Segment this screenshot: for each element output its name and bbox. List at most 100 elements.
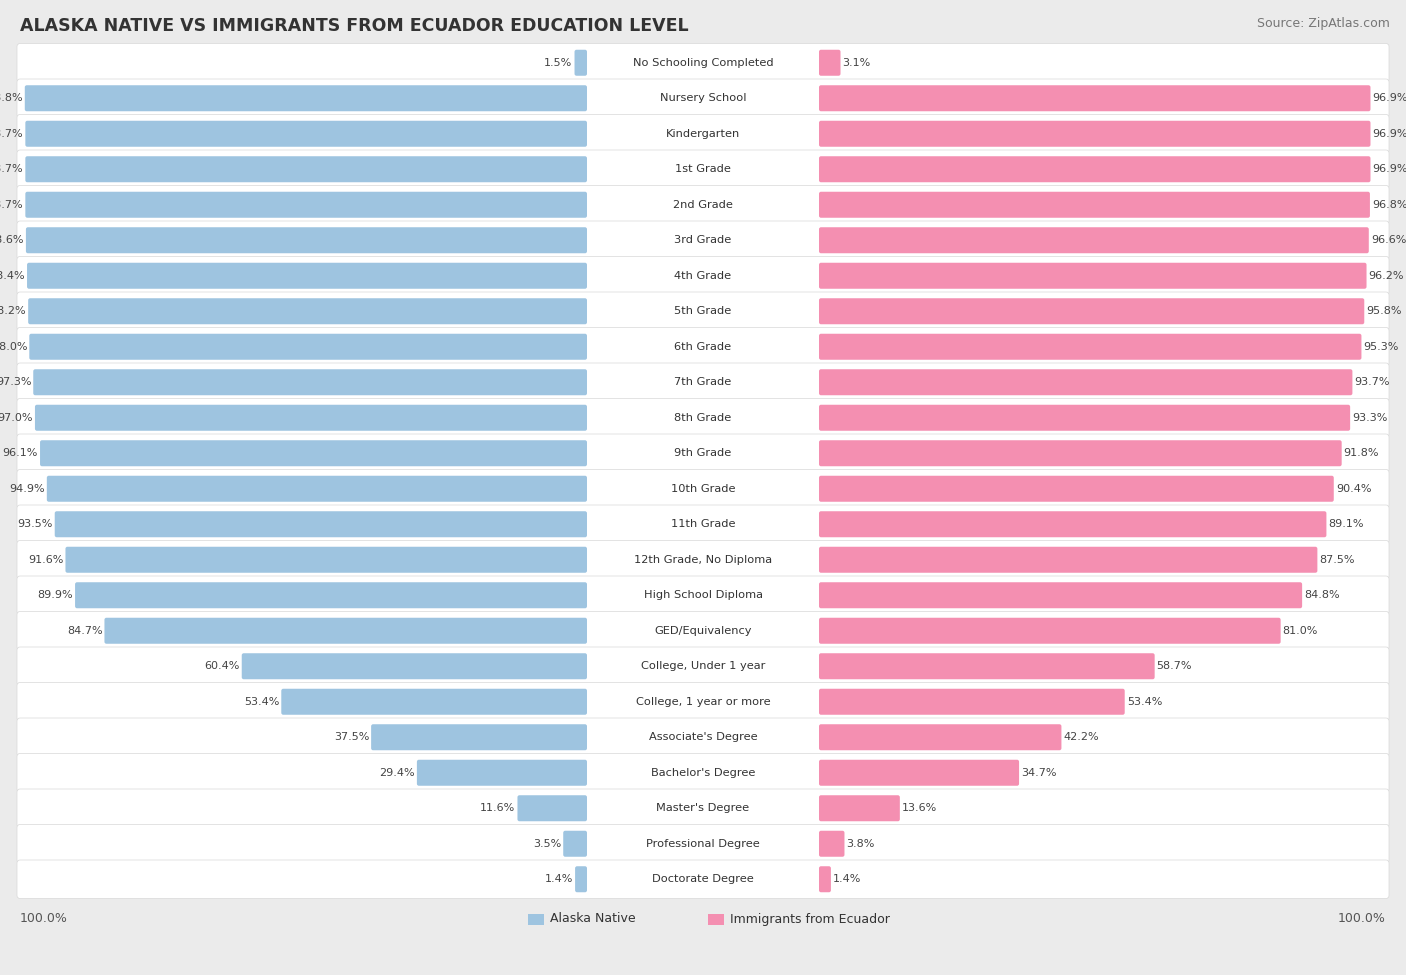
Text: 98.6%: 98.6% xyxy=(0,235,24,246)
Text: 1.5%: 1.5% xyxy=(544,58,572,67)
Text: Bachelor's Degree: Bachelor's Degree xyxy=(651,767,755,778)
Text: 29.4%: 29.4% xyxy=(380,767,415,778)
Text: 98.7%: 98.7% xyxy=(0,129,24,138)
FancyBboxPatch shape xyxy=(46,476,586,502)
Text: 42.2%: 42.2% xyxy=(1063,732,1099,742)
Bar xyxy=(529,914,544,924)
Text: 96.2%: 96.2% xyxy=(1368,271,1405,281)
FancyBboxPatch shape xyxy=(575,50,586,76)
FancyBboxPatch shape xyxy=(25,227,586,254)
Text: 98.7%: 98.7% xyxy=(0,200,24,210)
FancyBboxPatch shape xyxy=(820,653,1154,680)
Text: College, Under 1 year: College, Under 1 year xyxy=(641,661,765,671)
FancyBboxPatch shape xyxy=(820,831,845,857)
Text: 96.9%: 96.9% xyxy=(1372,129,1406,138)
Text: 98.2%: 98.2% xyxy=(0,306,27,316)
Text: 1.4%: 1.4% xyxy=(544,875,574,884)
Text: 91.6%: 91.6% xyxy=(28,555,63,565)
Text: 97.3%: 97.3% xyxy=(0,377,31,387)
FancyBboxPatch shape xyxy=(25,121,586,147)
FancyBboxPatch shape xyxy=(17,825,1389,863)
FancyBboxPatch shape xyxy=(17,470,1389,508)
FancyBboxPatch shape xyxy=(820,50,841,76)
FancyBboxPatch shape xyxy=(820,476,1334,502)
Text: 94.9%: 94.9% xyxy=(10,484,45,493)
Text: 96.8%: 96.8% xyxy=(1372,200,1406,210)
Text: 96.1%: 96.1% xyxy=(3,448,38,458)
Text: 3.1%: 3.1% xyxy=(842,58,870,67)
FancyBboxPatch shape xyxy=(281,688,586,715)
Text: Master's Degree: Master's Degree xyxy=(657,803,749,813)
Text: 3rd Grade: 3rd Grade xyxy=(675,235,731,246)
FancyBboxPatch shape xyxy=(17,789,1389,828)
FancyBboxPatch shape xyxy=(17,44,1389,82)
Text: 100.0%: 100.0% xyxy=(20,913,67,925)
FancyBboxPatch shape xyxy=(820,298,1364,325)
FancyBboxPatch shape xyxy=(17,434,1389,473)
FancyBboxPatch shape xyxy=(820,370,1353,395)
FancyBboxPatch shape xyxy=(820,441,1341,466)
FancyBboxPatch shape xyxy=(17,576,1389,614)
Text: 97.0%: 97.0% xyxy=(0,412,32,423)
Text: 37.5%: 37.5% xyxy=(333,732,370,742)
FancyBboxPatch shape xyxy=(34,370,586,395)
FancyBboxPatch shape xyxy=(418,760,586,786)
Text: GED/Equivalency: GED/Equivalency xyxy=(654,626,752,636)
Text: 84.7%: 84.7% xyxy=(67,626,103,636)
Text: 4th Grade: 4th Grade xyxy=(675,271,731,281)
FancyBboxPatch shape xyxy=(17,399,1389,437)
FancyBboxPatch shape xyxy=(75,582,586,608)
Text: Immigrants from Ecuador: Immigrants from Ecuador xyxy=(730,913,890,925)
Text: 3.5%: 3.5% xyxy=(533,838,561,849)
Text: No Schooling Completed: No Schooling Completed xyxy=(633,58,773,67)
FancyBboxPatch shape xyxy=(820,85,1371,111)
Text: 11.6%: 11.6% xyxy=(481,803,516,813)
Text: 13.6%: 13.6% xyxy=(901,803,936,813)
Text: Associate's Degree: Associate's Degree xyxy=(648,732,758,742)
FancyBboxPatch shape xyxy=(25,85,586,111)
Text: 34.7%: 34.7% xyxy=(1021,767,1056,778)
Text: 5th Grade: 5th Grade xyxy=(675,306,731,316)
FancyBboxPatch shape xyxy=(25,192,586,217)
FancyBboxPatch shape xyxy=(17,328,1389,366)
Text: 3.8%: 3.8% xyxy=(846,838,875,849)
FancyBboxPatch shape xyxy=(25,156,586,182)
Text: 8th Grade: 8th Grade xyxy=(675,412,731,423)
Text: ALASKA NATIVE VS IMMIGRANTS FROM ECUADOR EDUCATION LEVEL: ALASKA NATIVE VS IMMIGRANTS FROM ECUADOR… xyxy=(20,17,689,35)
Text: Source: ZipAtlas.com: Source: ZipAtlas.com xyxy=(1257,17,1391,30)
FancyBboxPatch shape xyxy=(820,724,1062,750)
Text: 2nd Grade: 2nd Grade xyxy=(673,200,733,210)
FancyBboxPatch shape xyxy=(66,547,586,572)
FancyBboxPatch shape xyxy=(55,511,586,537)
Text: Professional Degree: Professional Degree xyxy=(647,838,759,849)
Text: 53.4%: 53.4% xyxy=(1126,697,1163,707)
FancyBboxPatch shape xyxy=(35,405,586,431)
FancyBboxPatch shape xyxy=(820,121,1371,147)
FancyBboxPatch shape xyxy=(17,363,1389,402)
FancyBboxPatch shape xyxy=(820,688,1125,715)
FancyBboxPatch shape xyxy=(820,262,1367,289)
Text: 93.5%: 93.5% xyxy=(17,520,53,529)
Text: Alaska Native: Alaska Native xyxy=(550,913,636,925)
FancyBboxPatch shape xyxy=(28,298,586,325)
FancyBboxPatch shape xyxy=(820,618,1281,644)
FancyBboxPatch shape xyxy=(17,79,1389,118)
FancyBboxPatch shape xyxy=(820,405,1350,431)
Text: 96.9%: 96.9% xyxy=(1372,164,1406,175)
FancyBboxPatch shape xyxy=(17,256,1389,295)
Text: Kindergarten: Kindergarten xyxy=(666,129,740,138)
FancyBboxPatch shape xyxy=(820,760,1019,786)
Text: 58.7%: 58.7% xyxy=(1157,661,1192,671)
FancyBboxPatch shape xyxy=(39,441,586,466)
FancyBboxPatch shape xyxy=(820,866,831,892)
Text: Doctorate Degree: Doctorate Degree xyxy=(652,875,754,884)
FancyBboxPatch shape xyxy=(820,796,900,821)
FancyBboxPatch shape xyxy=(820,582,1302,608)
FancyBboxPatch shape xyxy=(371,724,586,750)
Text: 100.0%: 100.0% xyxy=(1339,913,1386,925)
FancyBboxPatch shape xyxy=(17,150,1389,188)
FancyBboxPatch shape xyxy=(30,333,586,360)
FancyBboxPatch shape xyxy=(17,185,1389,224)
Text: 53.4%: 53.4% xyxy=(243,697,280,707)
FancyBboxPatch shape xyxy=(820,227,1369,254)
